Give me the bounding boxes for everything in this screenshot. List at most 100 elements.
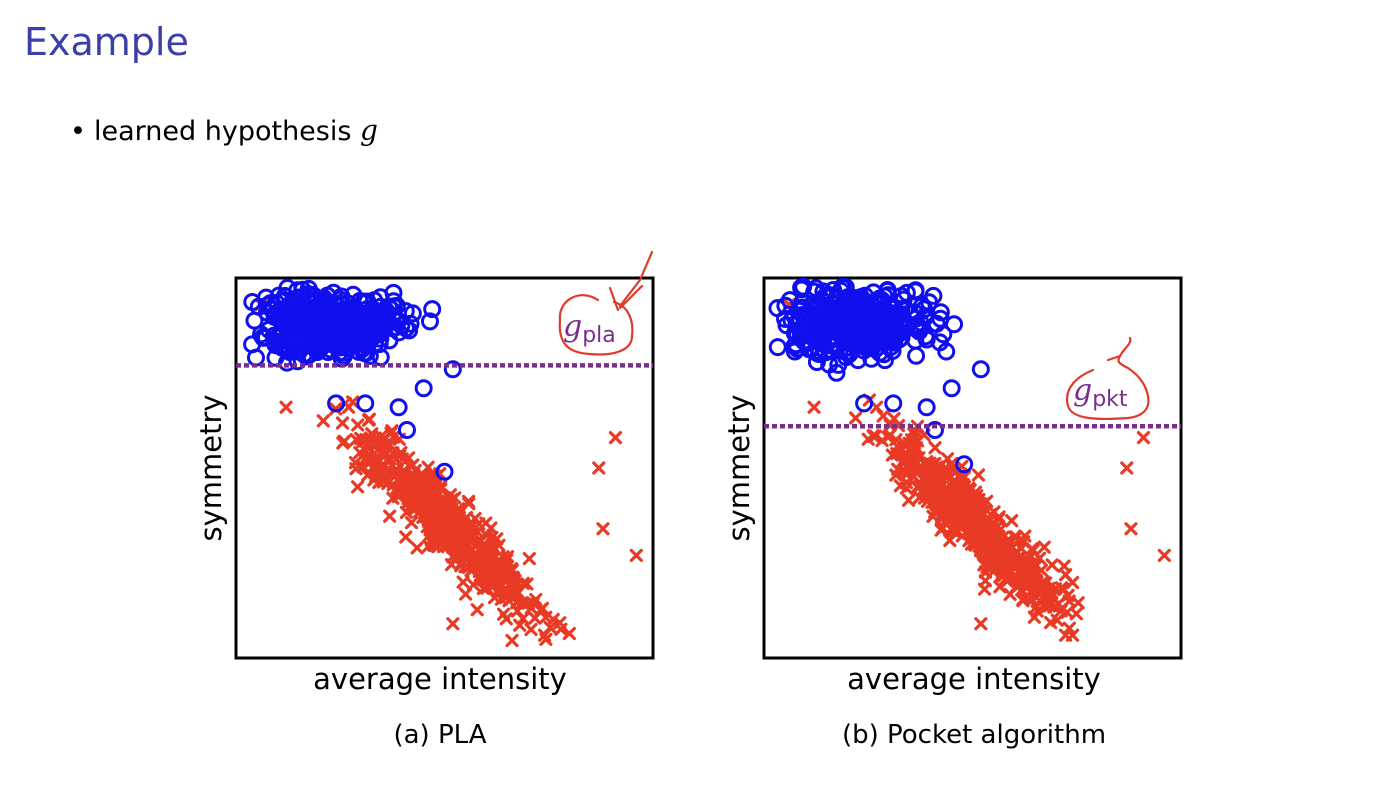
circle-point <box>906 281 925 300</box>
cross-point <box>480 581 494 595</box>
cross-point <box>1038 600 1053 614</box>
caption-pla: (a) PLA <box>393 720 487 750</box>
circle-point <box>344 285 363 304</box>
cross-point <box>970 489 984 503</box>
circle-point <box>307 334 326 353</box>
cross-point <box>891 462 905 476</box>
circle-point <box>389 398 408 417</box>
cross-point <box>419 491 434 505</box>
cross-point <box>446 617 460 631</box>
circle-point <box>768 338 787 357</box>
cross-point <box>521 596 535 610</box>
cross-point <box>354 431 368 445</box>
cross-point <box>807 400 821 414</box>
cross-point <box>893 479 908 493</box>
x-axis-label-pocket: average intensity <box>847 662 1101 696</box>
cross-point <box>539 610 553 624</box>
hypothesis-label: gpkt <box>1073 373 1128 412</box>
cross-point <box>516 612 530 626</box>
cross-point <box>929 498 943 512</box>
circle-point <box>818 312 837 331</box>
cross-point <box>452 510 467 525</box>
circle-point <box>925 421 944 439</box>
cross-point <box>534 602 548 616</box>
cross-point <box>940 468 954 482</box>
circle-point <box>327 394 346 413</box>
handwritten-annotation <box>1065 336 1150 421</box>
circle-point <box>269 286 288 305</box>
cross-point <box>954 512 969 526</box>
cross-point <box>968 500 982 514</box>
circle-point <box>420 312 439 331</box>
cross-point <box>316 414 330 428</box>
cross-point <box>928 441 942 455</box>
cross-series <box>254 297 643 648</box>
cross-point <box>422 514 436 529</box>
cross-point <box>329 402 343 416</box>
circle-point <box>842 288 861 307</box>
cross-point <box>1124 522 1138 536</box>
circle-point <box>321 317 340 336</box>
cross-point <box>397 463 411 477</box>
circle-point <box>945 315 964 334</box>
circle-point <box>265 332 284 351</box>
cross-point <box>335 416 350 430</box>
cross-point <box>1027 610 1042 624</box>
cross-point <box>901 493 916 507</box>
cross-point <box>1036 576 1050 590</box>
cross-point <box>596 522 610 536</box>
cross-point <box>901 449 915 464</box>
circle-point <box>878 321 897 340</box>
bullet-text: learned hypothesis <box>94 116 352 147</box>
circle-point <box>884 394 903 413</box>
cross-point <box>456 575 470 589</box>
cross-point <box>943 533 957 548</box>
cross-point <box>505 563 519 577</box>
cross-point <box>629 548 643 562</box>
circle-point <box>834 325 853 344</box>
cross-point <box>968 538 983 552</box>
circle-point <box>794 318 813 337</box>
cross-point <box>410 541 424 555</box>
cross-point <box>362 412 376 426</box>
y-axis-label-pla: symmetry <box>194 394 228 542</box>
circle-point <box>786 335 805 354</box>
circle-point <box>883 341 902 360</box>
circle-series <box>243 278 462 481</box>
cross-point <box>848 411 863 425</box>
cross-point <box>1059 568 1073 582</box>
chart-panel-pla: gpla <box>200 248 680 688</box>
circle-point <box>397 421 416 439</box>
cross-point <box>1045 558 1059 572</box>
cross-point <box>883 418 897 432</box>
circle-point <box>337 310 356 329</box>
cross-point <box>360 449 374 463</box>
cross-point <box>466 532 480 546</box>
cross-point <box>443 488 458 502</box>
cross-point <box>404 515 419 530</box>
cross-point <box>1003 587 1017 602</box>
cross-point <box>351 418 365 432</box>
cross-point <box>1018 529 1032 543</box>
cross-point <box>1007 530 1021 544</box>
cross-point <box>936 521 950 535</box>
cross-series <box>782 297 1171 642</box>
cross-point <box>461 494 476 509</box>
hypothesis-label: gpla <box>563 309 616 348</box>
cross-point <box>927 457 941 472</box>
circle-point <box>855 394 874 413</box>
cross-point <box>1057 582 1071 597</box>
cross-point <box>1037 540 1051 554</box>
circle-point <box>299 279 318 298</box>
cross-point <box>1011 573 1025 588</box>
cross-point <box>459 587 473 601</box>
plot-frame <box>762 276 1183 660</box>
cross-point <box>351 480 365 494</box>
cross-point <box>978 574 992 588</box>
bullet-item: • learned hypothesis g <box>70 114 378 147</box>
slide-title: Example <box>24 20 189 64</box>
circle-point <box>423 300 442 319</box>
bullet-math-symbol: g <box>360 114 378 147</box>
circle-point <box>854 335 873 354</box>
circle-point <box>254 328 273 347</box>
